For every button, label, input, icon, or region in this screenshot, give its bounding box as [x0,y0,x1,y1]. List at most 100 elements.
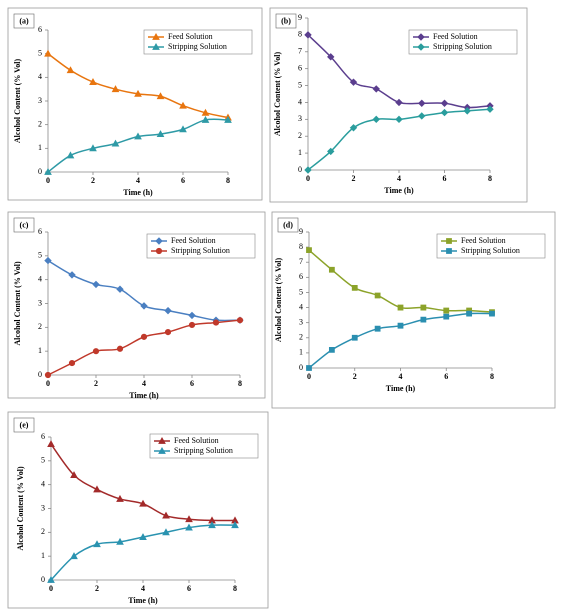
marker [158,446,166,454]
x-tick-label: 0 [46,176,50,185]
marker [440,108,449,117]
y-axis-label: Alcohol Content (% Vol) [13,261,22,346]
marker [201,115,210,123]
panel-label: (b) [281,16,291,25]
x-axis-label: Time (h) [386,384,416,393]
marker [417,43,425,51]
marker [68,271,76,279]
y-tick-label: 3 [38,96,42,105]
marker [134,89,142,97]
legend-label: Stripping Solution [171,246,230,255]
panel-border [271,211,556,409]
x-tick-label: 0 [49,584,53,593]
x-axis-label: Time (h) [128,596,158,605]
marker [68,359,76,367]
y-tick-label: 3 [299,317,303,326]
panel-border [7,411,269,609]
y-tick-label: 4 [38,72,42,81]
y-tick-label: 4 [298,97,302,106]
y-tick-label: 0 [41,575,45,584]
legend-label: Stripping Solution [461,246,520,255]
panel-border [7,7,263,201]
y-tick-label: 5 [38,48,42,57]
y-tick-label: 2 [38,119,42,128]
y-tick-label: 6 [38,227,42,236]
marker [304,166,312,174]
marker [44,256,52,265]
marker [397,322,404,329]
y-tick-label: 0 [298,165,302,174]
chart-panel: (c) 0 1 2 3 4 5 6 0 2 4 6 8 Time (h) Alcohol Content (… [7,211,266,400]
marker [44,167,52,175]
marker [155,247,163,255]
marker [152,32,160,40]
marker [188,311,196,320]
marker [420,304,427,311]
y-tick-label: 8 [298,30,302,39]
y-tick-label: 1 [38,346,42,355]
x-axis-label: Time (h) [123,188,153,197]
marker [212,319,220,326]
x-tick-label: 2 [94,379,98,388]
x-tick-label: 2 [352,174,356,183]
y-tick-label: 4 [41,479,45,488]
marker [418,112,426,120]
x-tick-label: 8 [226,176,230,185]
legend-label: Feed Solution [168,32,213,41]
marker [440,99,449,107]
series-line [47,118,229,173]
y-tick-label: 5 [298,80,302,89]
y-tick-label: 7 [299,257,303,266]
marker [156,130,165,138]
marker [349,78,358,86]
marker [489,310,495,317]
legend-label: Feed Solution [433,32,478,41]
x-tick-label: 6 [444,372,448,381]
chart-panel: (a) 0 1 2 3 4 5 6 0 2 4 6 8 Time (h) Alcohol Content (… [7,7,263,201]
marker [116,345,124,352]
series-line [308,312,493,369]
marker [179,125,187,133]
panel-label: (d) [283,220,293,229]
y-tick-label: 2 [298,131,302,140]
marker [89,78,97,85]
panel-label: (a) [19,16,29,25]
y-tick-label: 3 [298,114,302,123]
marker [70,552,78,560]
x-tick-label: 0 [306,174,310,183]
y-tick-label: 1 [298,148,302,157]
series-line [47,319,241,376]
marker [162,528,170,536]
legend-box [408,29,518,55]
marker [443,307,450,314]
x-tick-label: 4 [142,379,146,388]
chart-panel: (e) 0 1 2 3 4 5 6 0 2 4 6 8 Time (h) Alcohol Content (… [7,411,269,609]
y-tick-label: 3 [38,298,42,307]
x-tick-label: 8 [233,584,237,593]
marker [92,348,100,355]
marker [139,533,147,540]
y-tick-label: 2 [41,527,45,536]
marker [116,494,124,502]
panel-label: (e) [20,420,29,429]
marker [306,365,312,371]
marker [236,317,244,324]
marker [139,499,147,507]
x-tick-label: 6 [443,174,447,183]
x-tick-label: 6 [181,176,185,185]
y-tick-label: 0 [38,370,42,379]
panel-label-box [13,13,35,29]
panel-border [269,7,528,203]
marker [116,285,124,293]
y-tick-label: 1 [41,551,45,560]
y-tick-label: 6 [38,25,42,34]
x-tick-label: 2 [91,176,95,185]
series-line [47,259,241,322]
legend-label: Feed Solution [461,236,506,245]
marker [201,108,210,116]
marker [446,248,452,254]
marker [395,115,403,124]
marker [47,440,55,448]
marker [463,107,471,115]
